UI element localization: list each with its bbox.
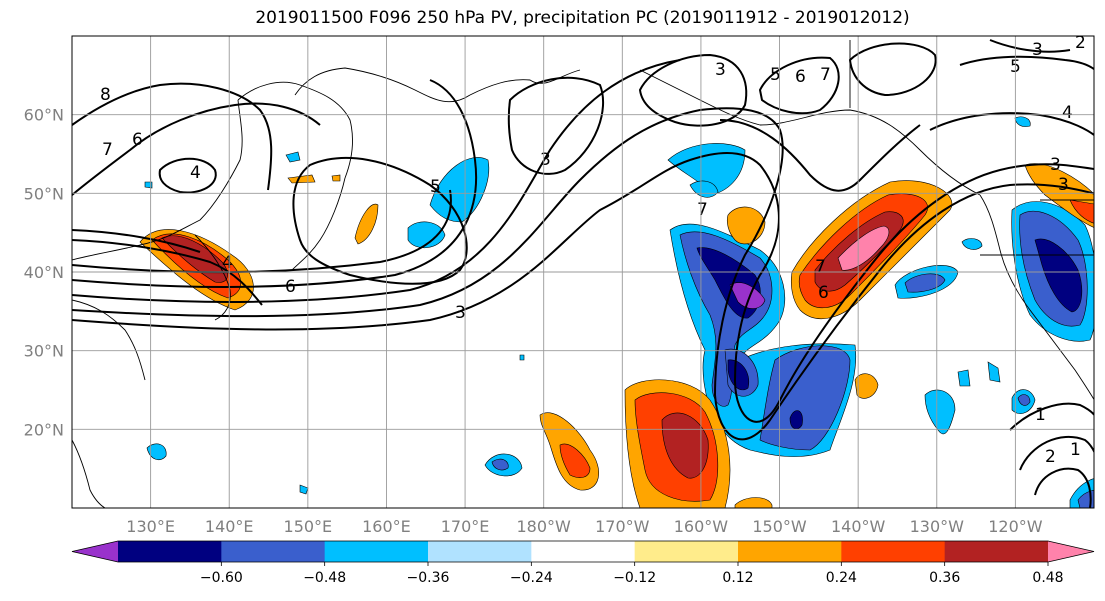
- longitude-tick-label: 170°W: [595, 517, 650, 536]
- contour-label: 3: [1058, 175, 1069, 195]
- contour-label: 5: [770, 65, 781, 85]
- colorbar-tick-label: −0.48: [303, 570, 346, 586]
- colorbar-tick-label: 0.12: [722, 570, 753, 586]
- latitude-tick-label: 60°N: [24, 106, 64, 125]
- gridlines: [72, 36, 1094, 508]
- contour-label: 3: [1050, 155, 1061, 175]
- longitude-tick-label: 140°W: [831, 517, 886, 536]
- precip-anomaly-fields: [139, 116, 1094, 508]
- longitude-tick-label: 120°W: [988, 517, 1043, 536]
- latitude-tick-label: 50°N: [24, 184, 64, 203]
- contour-label: 2: [1045, 447, 1056, 467]
- latitude-tick-label: 40°N: [24, 263, 64, 282]
- longitude-tick-label: 160°W: [674, 517, 729, 536]
- longitude-tick-label: 130°W: [910, 517, 965, 536]
- contour-label: 7: [815, 257, 826, 277]
- colorbar-extend-min: [72, 541, 118, 562]
- colorbar-tick-label: 0.36: [929, 570, 960, 586]
- colorbar-swatch: [118, 541, 222, 562]
- map-title: 2019011500 F096 250 hPa PV, precipitatio…: [255, 8, 910, 28]
- colorbar: −0.60 −0.48 −0.36 −0.24 −0.12 0.12 0.24 0.36 0.4…: [71, 540, 1095, 586]
- contour-label: 7: [697, 200, 708, 220]
- coastlines: [72, 40, 1094, 508]
- contour-label: 6: [795, 67, 806, 87]
- contour-label: 5: [430, 177, 441, 197]
- colorbar-swatch: [221, 541, 326, 562]
- colorbar-swatch: [531, 541, 636, 562]
- longitude-tick-label: 160°E: [362, 517, 411, 536]
- colorbar-tick-label: −0.24: [510, 570, 553, 586]
- contour-label: 4: [1062, 103, 1073, 123]
- contour-label: 6: [818, 283, 829, 303]
- colorbar-tick-label: 0.48: [1032, 570, 1063, 586]
- longitude-tick-label: 170°E: [441, 517, 490, 536]
- contour-label: 6: [132, 130, 143, 150]
- longitude-tick-label: 150°E: [284, 517, 333, 536]
- contour-label: 7: [102, 140, 113, 160]
- colorbar-swatch: [634, 541, 739, 562]
- contour-label: 1: [1035, 405, 1046, 425]
- colorbar-tick-label: −0.36: [407, 570, 450, 586]
- colorbar-swatch: [841, 541, 946, 562]
- colorbar-tick-label: −0.12: [613, 570, 656, 586]
- longitude-labels: 130°E 140°E 150°E 160°E 170°E 180°W 170°W 160°W…: [126, 517, 1042, 536]
- contour-label: 2: [1075, 33, 1086, 53]
- contour-labels: 8 7 6 4 3 5 3 7 6 4 5 6 3 7 3 5 7 6 3 2 …: [100, 33, 1086, 467]
- contour-label: 1: [1070, 440, 1081, 460]
- longitude-tick-label: 130°E: [126, 517, 175, 536]
- colorbar-swatch: [944, 541, 1049, 562]
- contour-label: 3: [540, 150, 551, 170]
- longitude-tick-label: 140°E: [205, 517, 254, 536]
- longitude-tick-label: 150°W: [752, 517, 807, 536]
- longitude-tick-label: 180°W: [517, 517, 572, 536]
- contour-label: 8: [100, 85, 111, 105]
- contour-label: 4: [222, 253, 233, 273]
- map-frame: [71, 35, 1095, 509]
- latitude-tick-label: 20°N: [24, 420, 64, 439]
- colorbar-extend-max: [1048, 541, 1094, 562]
- colorbar-tick-label: −0.60: [200, 570, 243, 586]
- contour-label: 3: [715, 60, 726, 80]
- contour-label: 4: [190, 163, 201, 183]
- latitude-tick-label: 30°N: [24, 342, 64, 361]
- pv-contours: [72, 39, 1094, 508]
- contour-label: 3: [1032, 40, 1043, 60]
- colorbar-swatch: [324, 541, 429, 562]
- colorbar-swatch: [428, 541, 532, 562]
- contour-label: 6: [285, 277, 296, 297]
- latitude-labels: 60°N 50°N 40°N 30°N 20°N: [24, 106, 64, 440]
- colorbar-tick-label: 0.24: [826, 570, 857, 586]
- contour-label: 3: [455, 303, 466, 323]
- colorbar-swatch: [738, 541, 842, 562]
- colorbar-outline: [71, 540, 1095, 563]
- contour-label: 7: [820, 65, 831, 85]
